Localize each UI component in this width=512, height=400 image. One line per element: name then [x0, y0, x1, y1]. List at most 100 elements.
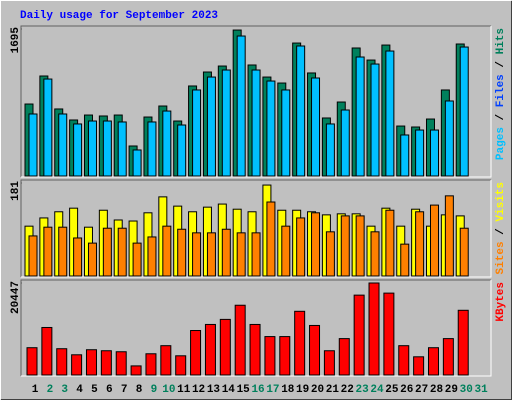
bar	[175, 355, 187, 376]
bar	[296, 217, 306, 277]
y-tick-label: 1695	[10, 27, 22, 54]
bar	[279, 336, 291, 376]
chart-title: Daily usage for September 2023	[20, 10, 218, 22]
bar	[117, 227, 127, 277]
legend-entry: Sites	[495, 241, 507, 274]
bar	[355, 215, 365, 277]
bar	[370, 63, 380, 177]
bar	[73, 237, 83, 277]
bar	[325, 123, 335, 177]
bar	[236, 35, 246, 177]
bar	[385, 209, 395, 277]
bar	[296, 45, 306, 177]
x-tick-label: 6	[106, 384, 113, 396]
bar	[311, 212, 321, 277]
x-tick-label: 16	[251, 384, 264, 396]
panel-edge-light	[21, 26, 492, 178]
legend-separator: /	[495, 222, 507, 242]
bar	[28, 235, 38, 277]
legend-separator: /	[495, 54, 507, 74]
bar	[251, 69, 261, 177]
x-tick-label: 4	[76, 384, 83, 396]
bar	[100, 350, 112, 376]
bar	[41, 326, 53, 376]
bar	[177, 124, 187, 177]
bar	[160, 345, 172, 376]
legend-separator: /	[495, 107, 507, 127]
bar	[325, 231, 335, 277]
bar	[429, 129, 439, 177]
x-tick-label: 8	[136, 384, 143, 396]
bar	[311, 77, 321, 177]
x-tick-label: 9	[151, 384, 158, 396]
legend-entry: KBytes	[495, 282, 507, 322]
bar	[340, 215, 350, 277]
bar	[43, 78, 53, 177]
bar	[177, 228, 187, 277]
x-tick-label: 23	[356, 384, 370, 396]
y-tick-label: 181	[10, 181, 22, 201]
bar	[442, 338, 454, 376]
panel-edge-dark	[20, 179, 491, 277]
bar	[234, 304, 246, 376]
bar	[383, 292, 395, 376]
bar	[221, 228, 231, 277]
x-tick-label: 28	[430, 384, 444, 396]
x-tick-label: 5	[91, 384, 98, 396]
bar	[281, 225, 291, 277]
x-tick-label: 2	[47, 384, 54, 396]
x-tick-label: 25	[385, 384, 399, 396]
legend-entry: Visits	[495, 182, 507, 222]
bar	[147, 236, 157, 277]
x-tick-label: 1	[32, 384, 39, 396]
bar	[192, 89, 202, 177]
bar	[147, 121, 157, 177]
bar	[162, 225, 172, 277]
bar	[457, 309, 469, 376]
bar	[43, 226, 53, 277]
bar	[58, 226, 68, 277]
legend-entry: Files	[495, 74, 507, 107]
bar	[115, 351, 127, 376]
bar	[192, 232, 202, 277]
bar	[145, 353, 157, 376]
bar	[162, 110, 172, 177]
bar	[459, 46, 469, 177]
x-tick-label: 24	[370, 384, 384, 396]
legend: Pages / Files / Hits	[495, 28, 507, 160]
panel-edge-light	[21, 180, 492, 278]
bar	[58, 113, 68, 177]
bar	[73, 123, 83, 177]
bar	[266, 201, 276, 277]
x-tick-label: 31	[474, 384, 488, 396]
bar	[415, 211, 425, 277]
x-tick-label: 20	[311, 384, 324, 396]
bar	[385, 50, 395, 177]
bar	[323, 350, 335, 376]
bar	[400, 243, 410, 277]
x-tick-label: 17	[266, 384, 279, 396]
bar	[56, 348, 68, 376]
legend-entry: Pages	[495, 127, 507, 160]
bar	[85, 349, 97, 376]
bar	[87, 242, 97, 277]
x-tick-label: 7	[121, 384, 128, 396]
legend-entry: Hits	[495, 28, 507, 54]
bar	[251, 232, 261, 277]
bar	[249, 323, 261, 376]
x-tick-label: 13	[207, 384, 221, 396]
bar	[117, 121, 127, 177]
bar	[370, 231, 380, 277]
x-tick-label: 26	[400, 384, 413, 396]
x-tick-label: 11	[177, 384, 191, 396]
bar	[427, 347, 439, 376]
bar	[368, 282, 380, 376]
bar	[340, 109, 350, 177]
x-tick-label: 15	[237, 384, 251, 396]
bar	[71, 354, 83, 376]
bar	[444, 100, 454, 177]
bar	[398, 345, 410, 376]
bar	[353, 294, 365, 376]
bar	[459, 227, 469, 277]
